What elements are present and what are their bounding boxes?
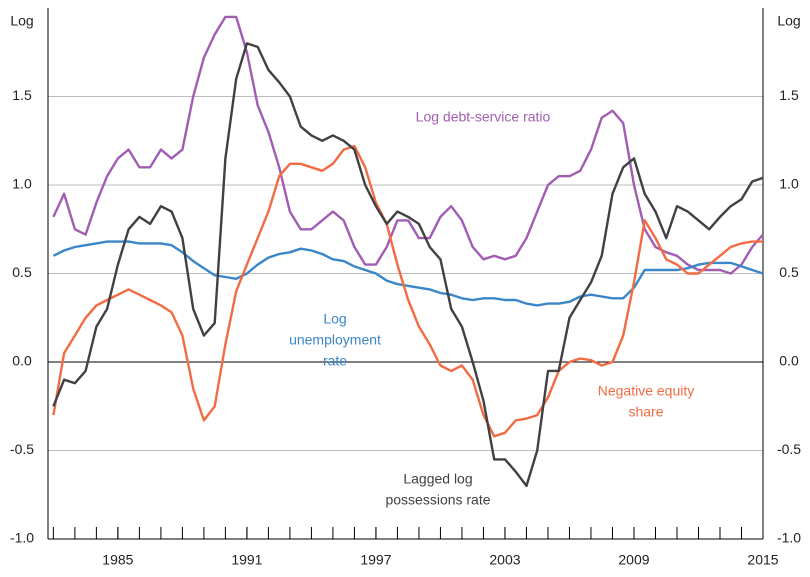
series-line <box>52 240 764 307</box>
y-tick-label: 1.5 <box>12 87 32 103</box>
series-label: unemployment <box>289 332 381 348</box>
series-label: share <box>628 404 663 420</box>
series-label: Negative equity <box>598 383 695 399</box>
y-tick-label: 1.0 <box>12 176 32 192</box>
series-line <box>52 42 764 488</box>
y2-tick-label: 0.0 <box>779 353 799 369</box>
y2-tick-label: 1.0 <box>779 176 799 192</box>
series-line <box>52 144 763 438</box>
series-line <box>52 15 764 275</box>
x-tick-label: 2015 <box>747 552 778 568</box>
series-label: Lagged log <box>403 471 472 487</box>
y-axis-title: Log <box>10 13 33 29</box>
x-tick-label: 1997 <box>360 552 391 568</box>
x-tick-label: 2009 <box>618 552 649 568</box>
y-tick-label: 0.0 <box>12 353 32 369</box>
x-tick-label: 1985 <box>102 552 133 568</box>
x-tick-label: 1991 <box>231 552 262 568</box>
x-tick-label: 2003 <box>489 552 520 568</box>
y-tick-label: 0.5 <box>12 264 32 280</box>
y2-axis-title: Log <box>777 13 800 29</box>
y-tick-label: -1.0 <box>10 530 34 546</box>
series-label: rate <box>323 353 347 369</box>
y-tick-label: -0.5 <box>10 441 34 457</box>
series-label: Log debt-service ratio <box>416 109 551 125</box>
y2-tick-label: 0.5 <box>779 264 799 280</box>
y2-tick-label: -0.5 <box>777 441 801 457</box>
y2-tick-label: -1.0 <box>777 530 801 546</box>
series-label: possessions rate <box>385 492 490 508</box>
series-label: Log <box>323 311 346 327</box>
y2-tick-label: 1.5 <box>779 87 799 103</box>
